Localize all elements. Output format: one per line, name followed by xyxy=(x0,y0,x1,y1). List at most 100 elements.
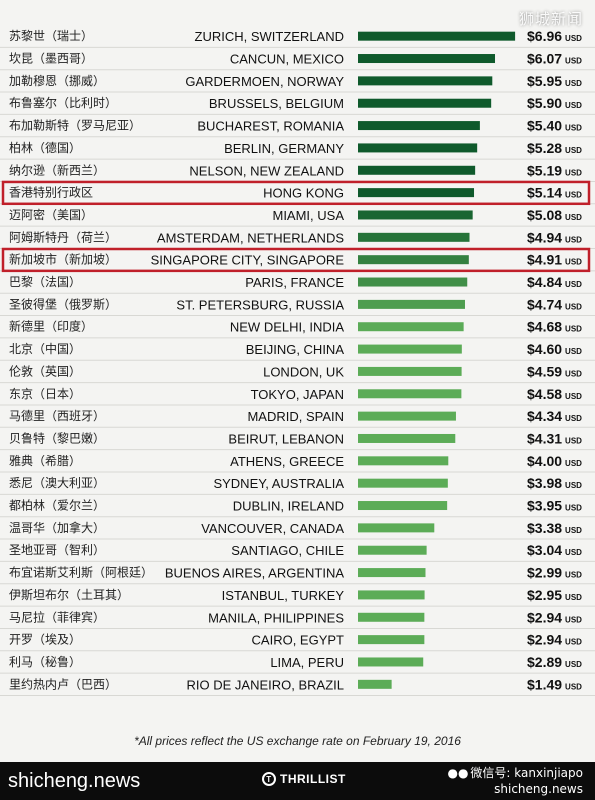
thrillist-logo: T THRILLIST xyxy=(262,772,346,786)
price-bar xyxy=(358,277,468,287)
city-name: VANCOUVER, CANADA xyxy=(201,521,344,536)
price-label: $5.08 USD xyxy=(527,207,582,223)
watermark-top: 狮城新闻 xyxy=(518,10,583,28)
city-name: GARDERMOEN, NORWAY xyxy=(185,74,344,89)
city-name: MANILA, PHILIPPINES xyxy=(208,610,344,625)
thrillist-logo-icon: T xyxy=(262,772,276,786)
price-label: $4.60 USD xyxy=(527,341,582,357)
city-name-cn: 苏黎世（瑞士） xyxy=(9,29,93,43)
price-bar xyxy=(358,98,492,108)
city-name-cn: 马德里（西班牙） xyxy=(9,408,105,423)
price-label: $4.84 USD xyxy=(527,274,582,290)
city-name: TOKYO, JAPAN xyxy=(251,387,344,402)
wechat-icon: ●● xyxy=(447,766,469,780)
price-bar xyxy=(358,433,456,443)
price-label: $3.95 USD xyxy=(527,498,582,514)
price-label: $5.90 USD xyxy=(527,95,582,111)
price-label: $5.28 USD xyxy=(527,140,582,156)
city-name: BEIJING, CHINA xyxy=(246,342,345,357)
city-name-cn: 新德里（印度） xyxy=(9,319,93,334)
price-bar xyxy=(358,612,425,622)
price-bar xyxy=(358,501,448,511)
city-name-cn: 贝鲁特（黎巴嫩） xyxy=(9,430,105,445)
city-name: ATHENS, GREECE xyxy=(230,454,344,469)
highlight-box xyxy=(1,247,591,273)
price-label: $4.91 USD xyxy=(527,252,582,268)
city-name-cn: 柏林（德国） xyxy=(9,140,81,155)
price-bar xyxy=(358,635,425,645)
price-bar xyxy=(358,545,427,555)
city-name-cn: 都柏林（爱尔兰） xyxy=(9,498,105,513)
price-bar xyxy=(358,255,469,265)
price-bar xyxy=(358,121,480,131)
price-label: $3.04 USD xyxy=(527,542,582,558)
price-label: $3.38 USD xyxy=(527,520,582,536)
city-name-cn: 布加勒斯特（罗马尼亚） xyxy=(9,118,141,133)
city-name: BRUSSELS, BELGIUM xyxy=(209,96,344,111)
city-name: AMSTERDAM, NETHERLANDS xyxy=(157,230,344,245)
price-label: $4.94 USD xyxy=(527,229,582,245)
city-name-cn: 温哥华（加拿大） xyxy=(9,520,105,535)
city-name: BEIRUT, LEBANON xyxy=(228,431,344,446)
city-name: BERLIN, GERMANY xyxy=(224,141,344,156)
city-name-cn: 新加坡市（新加坡） xyxy=(9,252,117,267)
city-name-cn: 伊斯坦布尔（土耳其） xyxy=(9,587,129,602)
highlight-box xyxy=(1,180,591,206)
city-name: ISTANBUL, TURKEY xyxy=(222,588,345,603)
city-name: NELSON, NEW ZEALAND xyxy=(189,163,344,178)
thrillist-logo-text: THRILLIST xyxy=(280,772,346,786)
footer-site-name: shicheng.news xyxy=(8,770,141,792)
price-bar xyxy=(358,54,496,64)
city-name-cn: 马尼拉（菲律宾） xyxy=(9,609,105,624)
city-name-cn: 伦敦（英国） xyxy=(9,363,81,378)
price-bar xyxy=(358,389,462,399)
city-name-cn: 圣地亚哥（智利） xyxy=(9,542,105,557)
city-name-cn: 坎昆（墨西哥） xyxy=(9,52,93,66)
price-label: $5.40 USD xyxy=(527,118,582,134)
price-bar xyxy=(358,568,426,578)
price-label: $3.98 USD xyxy=(527,475,582,491)
city-name-cn: 阿姆斯特丹（荷兰） xyxy=(9,229,117,244)
city-name-cn: 迈阿密（美国） xyxy=(9,207,93,222)
price-bar xyxy=(358,523,435,533)
price-label: $1.49 USD xyxy=(527,676,582,692)
city-name: BUENOS AIRES, ARGENTINA xyxy=(165,566,344,581)
price-label: $4.74 USD xyxy=(527,296,582,312)
city-name: ST. PETERSBURG, RUSSIA xyxy=(176,297,344,312)
price-label: $6.07 USD xyxy=(527,51,582,67)
city-name: ZURICH, SWITZERLAND xyxy=(195,29,345,44)
price-bar xyxy=(358,478,448,488)
city-name: LIMA, PERU xyxy=(270,655,344,670)
city-name-cn: 悉尼（澳大利亚） xyxy=(9,476,105,490)
price-label: $4.58 USD xyxy=(527,386,582,402)
price-bar xyxy=(358,165,476,175)
city-name-cn: 布宜诺斯艾利斯（阿根廷） xyxy=(9,565,153,580)
price-label: $6.96 USD xyxy=(527,28,582,44)
price-label: $2.94 USD xyxy=(527,609,582,625)
price-bar xyxy=(358,679,392,689)
price-label: $2.89 USD xyxy=(527,654,582,670)
city-name: SINGAPORE CITY, SINGAPORE xyxy=(151,253,345,268)
city-name: SANTIAGO, CHILE xyxy=(231,543,344,558)
price-bar xyxy=(358,232,470,242)
price-bar xyxy=(358,590,425,600)
price-label: $5.95 USD xyxy=(527,73,582,89)
city-name-cn: 利马（秘鲁） xyxy=(9,655,81,669)
price-bar xyxy=(358,76,493,86)
city-name-cn: 雅典（希腊） xyxy=(9,453,81,468)
wechat-site: shicheng.news xyxy=(494,782,583,796)
city-name: LONDON, UK xyxy=(263,364,344,379)
city-name: BUCHAREST, ROMANIA xyxy=(197,119,344,134)
city-name: NEW DELHI, INDIA xyxy=(230,320,344,335)
chart-footnote: *All prices reflect the US exchange rate… xyxy=(134,734,461,748)
city-name-cn: 加勒穆恩（挪威） xyxy=(9,73,105,88)
price-label: $4.34 USD xyxy=(527,408,582,424)
city-name-cn: 东京（日本） xyxy=(9,387,81,401)
price-bar xyxy=(358,299,465,309)
price-label: $5.14 USD xyxy=(527,185,582,201)
price-bar xyxy=(358,210,473,220)
footer-bar: shicheng.news T THRILLIST ●● 微信号: kanxinj… xyxy=(0,762,595,800)
price-bar xyxy=(358,322,464,332)
city-name-cn: 香港特别行政区 xyxy=(9,185,93,200)
price-bar xyxy=(358,143,478,153)
